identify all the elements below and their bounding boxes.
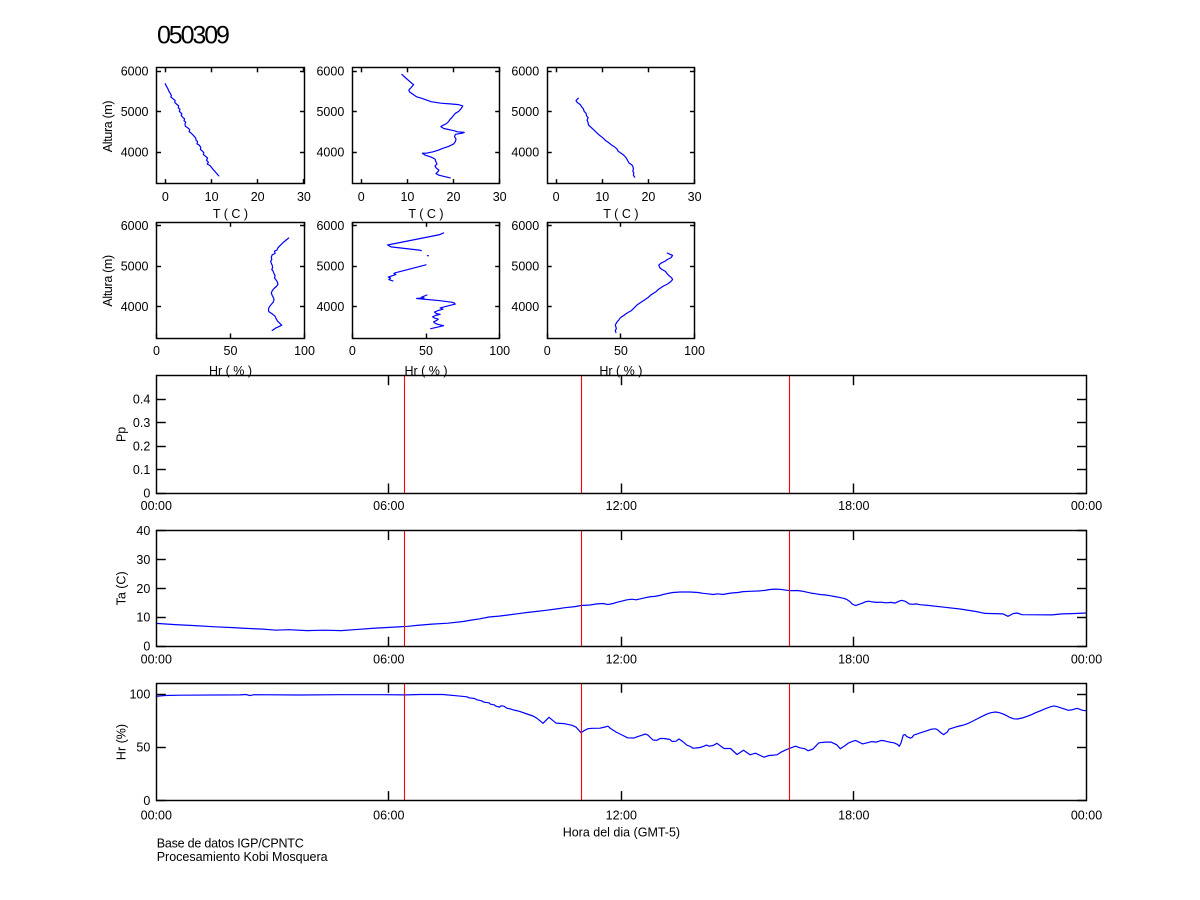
svg-text:T ( C ): T ( C ) xyxy=(603,207,638,221)
svg-text:5000: 5000 xyxy=(511,260,539,274)
svg-text:Hr ( % ): Hr ( % ) xyxy=(209,364,252,378)
svg-text:50: 50 xyxy=(614,344,628,358)
svg-text:30: 30 xyxy=(493,190,507,204)
svg-text:00:00: 00:00 xyxy=(141,499,172,513)
svg-text:00:00: 00:00 xyxy=(1071,808,1102,822)
svg-text:100: 100 xyxy=(294,344,315,358)
svg-text:12:00: 12:00 xyxy=(606,499,637,513)
svg-text:10: 10 xyxy=(595,190,609,204)
svg-text:5000: 5000 xyxy=(121,105,149,119)
svg-text:06:00: 06:00 xyxy=(373,808,404,822)
svg-text:4000: 4000 xyxy=(316,145,344,159)
svg-text:0: 0 xyxy=(143,794,150,808)
svg-text:10: 10 xyxy=(136,611,150,625)
svg-text:50: 50 xyxy=(136,741,150,755)
svg-text:0.3: 0.3 xyxy=(133,416,150,430)
svg-text:06:00: 06:00 xyxy=(373,499,404,513)
svg-text:20: 20 xyxy=(251,190,265,204)
svg-text:50: 50 xyxy=(224,344,238,358)
svg-text:5000: 5000 xyxy=(316,260,344,274)
svg-text:100: 100 xyxy=(684,344,705,358)
svg-text:Pp: Pp xyxy=(115,427,129,442)
svg-text:30: 30 xyxy=(297,190,311,204)
svg-text:6000: 6000 xyxy=(121,65,149,79)
svg-text:4000: 4000 xyxy=(121,300,149,314)
svg-text:5000: 5000 xyxy=(511,105,539,119)
svg-text:30: 30 xyxy=(136,553,150,567)
svg-text:0: 0 xyxy=(153,344,160,358)
svg-text:T ( C ): T ( C ) xyxy=(213,207,248,221)
svg-text:6000: 6000 xyxy=(511,65,539,79)
svg-text:Hr (%): Hr (%) xyxy=(115,724,129,760)
svg-text:Ta (C): Ta (C) xyxy=(115,571,129,605)
svg-text:4000: 4000 xyxy=(121,145,149,159)
svg-text:00:00: 00:00 xyxy=(141,808,172,822)
svg-text:30: 30 xyxy=(688,190,702,204)
svg-text:00:00: 00:00 xyxy=(1071,499,1102,513)
svg-text:Hora del dia (GMT-5): Hora del dia (GMT-5) xyxy=(563,826,680,840)
svg-text:0.2: 0.2 xyxy=(133,440,150,454)
svg-text:10: 10 xyxy=(205,190,219,204)
svg-text:40: 40 xyxy=(136,524,150,538)
svg-text:6000: 6000 xyxy=(121,219,149,233)
svg-text:4000: 4000 xyxy=(316,300,344,314)
svg-text:0: 0 xyxy=(143,486,150,500)
svg-text:5000: 5000 xyxy=(316,105,344,119)
svg-text:Altura (m): Altura (m) xyxy=(101,101,115,153)
svg-text:100: 100 xyxy=(129,687,150,701)
svg-text:100: 100 xyxy=(489,344,510,358)
svg-text:20: 20 xyxy=(136,582,150,596)
svg-text:6000: 6000 xyxy=(316,65,344,79)
svg-text:10: 10 xyxy=(400,190,414,204)
svg-text:06:00: 06:00 xyxy=(373,652,404,666)
svg-text:T ( C ): T ( C ) xyxy=(408,207,443,221)
svg-text:Hr ( % ): Hr ( % ) xyxy=(599,364,642,378)
svg-text:18:00: 18:00 xyxy=(838,652,869,666)
svg-text:Altura (m): Altura (m) xyxy=(101,255,115,307)
svg-text:0: 0 xyxy=(553,190,560,204)
svg-text:18:00: 18:00 xyxy=(838,499,869,513)
svg-text:0.1: 0.1 xyxy=(133,463,150,477)
svg-text:050309: 050309 xyxy=(157,22,229,50)
svg-text:50: 50 xyxy=(419,344,433,358)
svg-text:20: 20 xyxy=(447,190,461,204)
svg-text:12:00: 12:00 xyxy=(606,808,637,822)
svg-text:20: 20 xyxy=(641,190,655,204)
svg-text:0: 0 xyxy=(349,344,356,358)
svg-text:Procesamiento Kobi Mosquera: Procesamiento Kobi Mosquera xyxy=(157,850,328,864)
svg-text:0: 0 xyxy=(162,190,169,204)
svg-text:0: 0 xyxy=(544,344,551,358)
svg-text:6000: 6000 xyxy=(316,219,344,233)
svg-text:00:00: 00:00 xyxy=(1071,652,1102,666)
svg-text:00:00: 00:00 xyxy=(141,652,172,666)
svg-text:Hr ( % ): Hr ( % ) xyxy=(404,364,447,378)
svg-text:0: 0 xyxy=(358,190,365,204)
svg-text:Base de datos IGP/CPNTC: Base de datos IGP/CPNTC xyxy=(157,837,304,851)
svg-text:5000: 5000 xyxy=(121,260,149,274)
svg-text:4000: 4000 xyxy=(511,145,539,159)
svg-text:0.4: 0.4 xyxy=(133,393,150,407)
svg-text:4000: 4000 xyxy=(511,300,539,314)
svg-text:12:00: 12:00 xyxy=(606,652,637,666)
svg-text:0: 0 xyxy=(143,640,150,654)
svg-text:18:00: 18:00 xyxy=(838,808,869,822)
svg-text:6000: 6000 xyxy=(511,219,539,233)
